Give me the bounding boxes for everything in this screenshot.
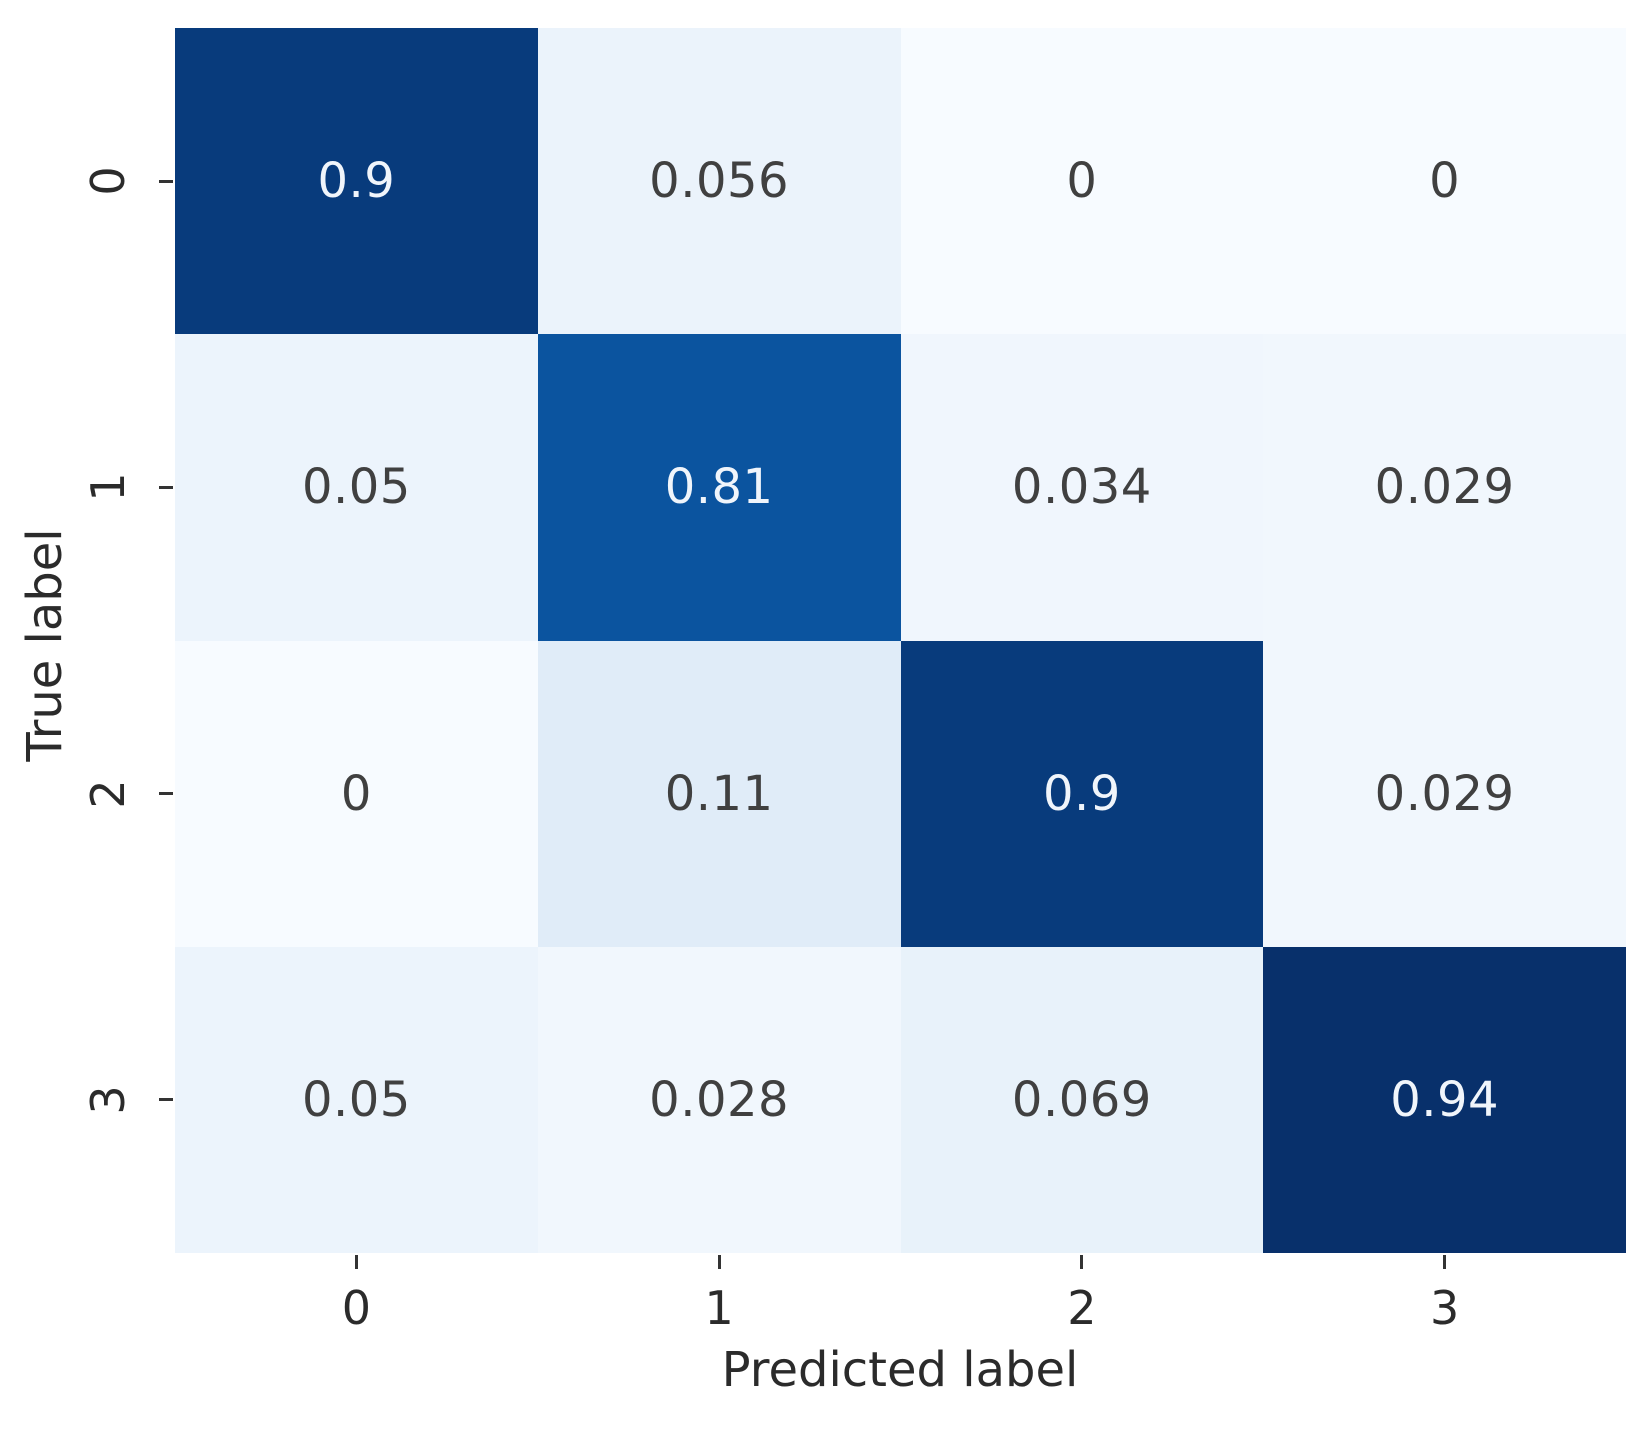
x-tick-mark — [717, 1255, 721, 1269]
y-tick-label: 2 — [81, 778, 135, 809]
cell-value: 0.05 — [301, 1071, 411, 1128]
heatmap-cell-r2c1: 0.11 — [537, 640, 901, 947]
heatmap-cell-r1c0: 0.05 — [175, 334, 538, 641]
cell-value: 0 — [1429, 153, 1461, 210]
heatmap-cell-r3c1: 0.028 — [537, 946, 901, 1253]
cell-value: 0.029 — [1374, 459, 1515, 516]
cell-value: 0.069 — [1011, 1071, 1152, 1128]
heatmap-cell-r0c0: 0.9 — [175, 28, 538, 335]
cell-value: 0.034 — [1011, 459, 1152, 516]
heatmap-cell-r2c2: 0.9 — [900, 640, 1264, 947]
cell-value: 0.056 — [649, 153, 790, 210]
cell-value: 0.9 — [1042, 765, 1121, 822]
cell-value: 0 — [1066, 153, 1098, 210]
y-tick-label: 0 — [81, 166, 135, 196]
heatmap-cell-r1c3: 0.029 — [1263, 334, 1626, 641]
y-tick-label: 3 — [81, 1085, 135, 1115]
y-tick-mark — [159, 179, 173, 183]
heatmap-cell-r2c3: 0.029 — [1263, 640, 1626, 947]
x-tick-label: 3 — [1429, 1281, 1460, 1335]
heatmap-cell-r3c2: 0.069 — [900, 946, 1264, 1253]
heatmap-cell-r0c1: 0.056 — [537, 28, 901, 335]
x-tick-mark — [354, 1255, 358, 1269]
heatmap-cell-r1c1: 0.81 — [537, 334, 901, 641]
y-tick-label: 1 — [81, 472, 135, 503]
heatmap-cell-r0c2: 0 — [900, 28, 1264, 335]
heatmap-cell-r3c0: 0.05 — [175, 946, 538, 1253]
x-tick-label: 0 — [341, 1281, 372, 1335]
y-axis-label: True label — [17, 528, 73, 762]
cell-value: 0.81 — [664, 459, 774, 516]
heatmap-cell-r2c0: 0 — [175, 640, 538, 947]
cell-value: 0.028 — [649, 1071, 790, 1128]
x-tick-mark — [1443, 1255, 1447, 1269]
cell-value: 0 — [340, 765, 372, 822]
y-tick-mark — [159, 485, 173, 489]
heatmap-cell-r0c3: 0 — [1263, 28, 1626, 335]
heatmap-cell-r1c2: 0.034 — [900, 334, 1264, 641]
cell-value: 0.029 — [1374, 765, 1515, 822]
heatmap-cell-r3c3: 0.94 — [1263, 946, 1626, 1253]
cell-value: 0.94 — [1390, 1071, 1500, 1128]
cell-value: 0.05 — [301, 459, 411, 516]
cell-value: 0.11 — [664, 765, 774, 822]
heatmap-plot-area: 0.9 0.056 0 0 0.05 0.81 0.034 0.029 0 0.11 0.9 0.02… — [175, 28, 1626, 1253]
x-tick-label: 1 — [704, 1281, 734, 1335]
cell-value: 0.9 — [317, 153, 396, 210]
x-tick-mark — [1080, 1255, 1084, 1269]
x-tick-label: 2 — [1067, 1281, 1097, 1335]
y-tick-mark — [159, 1098, 173, 1102]
x-axis-label: Predicted label — [721, 1342, 1079, 1398]
y-tick-mark — [159, 792, 173, 796]
